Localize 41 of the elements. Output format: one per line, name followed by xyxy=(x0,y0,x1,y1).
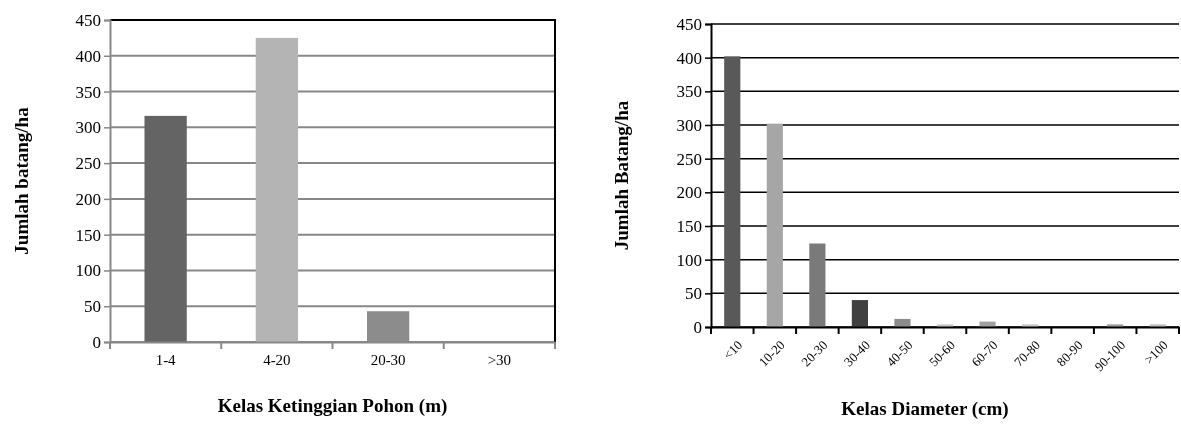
x-tick-label: <10 xyxy=(720,337,746,363)
y-tick-label: 350 xyxy=(75,82,101,102)
bar xyxy=(894,318,911,327)
y-axis-title: Jumlah batang/ha xyxy=(11,106,32,255)
bar xyxy=(766,123,783,327)
x-axis-title: Kelas Diameter (cm) xyxy=(841,398,1009,420)
bar xyxy=(255,37,299,342)
x-tick-label: 20-30 xyxy=(370,351,406,368)
x-tick-label: 4-20 xyxy=(263,351,291,368)
bar xyxy=(1107,324,1124,327)
y-tick-label: 0 xyxy=(92,332,101,352)
bar xyxy=(851,300,868,327)
y-tick-label: 400 xyxy=(75,46,101,66)
y-tick-label: 200 xyxy=(75,189,101,209)
bar xyxy=(724,56,741,327)
bar xyxy=(809,243,826,327)
y-tick-label: 250 xyxy=(676,149,702,169)
y-tick-label: 0 xyxy=(693,317,702,337)
y-axis-title: Jumlah Batang/ha xyxy=(611,100,632,251)
y-tick-label: 150 xyxy=(676,216,702,236)
y-tick-label: 400 xyxy=(676,48,702,68)
y-tick-label: 300 xyxy=(676,115,702,135)
y-tick-label: 250 xyxy=(75,154,101,174)
bar xyxy=(1149,324,1166,327)
y-tick-label: 150 xyxy=(75,225,101,245)
bar xyxy=(144,115,187,342)
bar xyxy=(1022,324,1039,327)
y-tick-label: 50 xyxy=(84,297,101,317)
x-axis-title: Kelas Ketinggian Pohon (m) xyxy=(217,395,448,417)
y-tick-label: 450 xyxy=(75,10,101,30)
y-tick-label: 100 xyxy=(676,250,702,270)
y-tick-label: 300 xyxy=(75,118,101,138)
x-tick-label: 1-4 xyxy=(155,351,177,368)
y-tick-label: 450 xyxy=(676,14,702,34)
bar xyxy=(979,321,996,327)
y-tick-label: 50 xyxy=(685,284,702,304)
x-tick-label: >30 xyxy=(487,351,512,368)
y-tick-label: 100 xyxy=(75,261,101,281)
y-tick-label: 350 xyxy=(676,82,702,102)
bar xyxy=(936,324,954,327)
y-tick-label: 200 xyxy=(676,183,702,203)
